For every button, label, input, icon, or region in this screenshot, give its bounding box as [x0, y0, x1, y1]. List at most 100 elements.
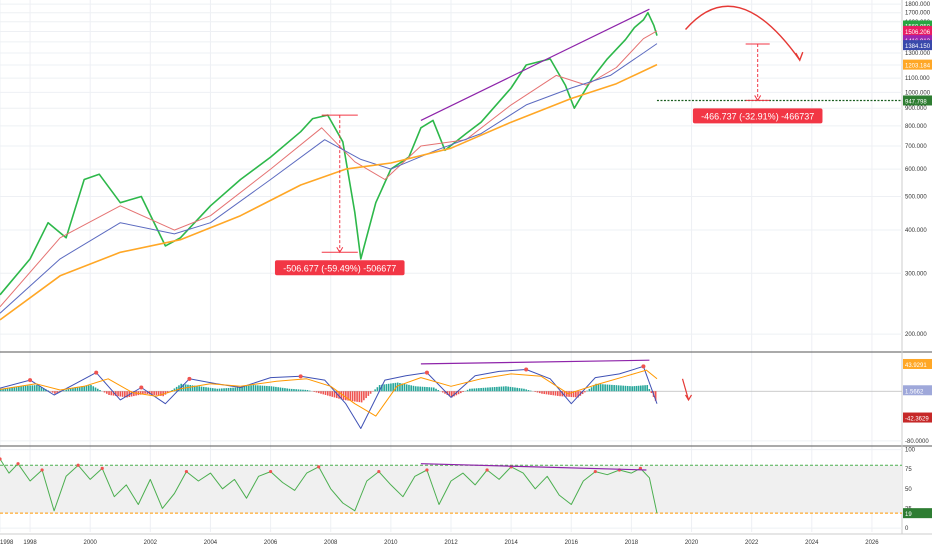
- price-panel: 200.000300.000400.000500.000600.000700.0…: [0, 2, 932, 338]
- histogram-bar: [221, 388, 223, 391]
- y-tick-label: 1700.000: [905, 11, 931, 17]
- histogram-bar: [361, 391, 363, 402]
- x-tick-label: 2010: [384, 540, 398, 546]
- histogram-bar: [622, 386, 624, 392]
- histogram-bar: [275, 387, 277, 391]
- histogram-bar: [552, 391, 554, 395]
- osc-peak-mark: [641, 364, 645, 368]
- histogram-bar: [201, 387, 203, 392]
- histogram-bar: [437, 390, 439, 391]
- histogram-bar: [467, 390, 469, 391]
- histogram-bar: [268, 386, 270, 391]
- histogram-bar: [92, 386, 94, 391]
- histogram-bar: [399, 383, 401, 391]
- rsi-peak-mark: [425, 468, 428, 471]
- histogram-bar: [90, 385, 92, 391]
- histogram-bar: [462, 391, 464, 392]
- histogram-bar: [284, 388, 286, 391]
- histogram-bar: [607, 385, 609, 392]
- y-tick-label: 1300.000: [905, 51, 931, 57]
- y-tick-label: 75: [905, 467, 912, 473]
- measure-annotation: -466.737 (-32.91%) -466737: [693, 44, 823, 123]
- histogram-bar: [266, 386, 268, 391]
- ma-slow-line: [0, 65, 657, 320]
- y-tick-label: 400.000: [905, 228, 927, 234]
- histogram-bar: [598, 384, 600, 391]
- histogram-bar: [651, 391, 653, 393]
- histogram-bar: [198, 386, 200, 391]
- histogram-bar: [52, 391, 54, 392]
- histogram-bar: [611, 385, 613, 391]
- histogram-bar: [363, 391, 365, 400]
- histogram-bar: [370, 391, 372, 393]
- rsi-peak-mark: [0, 457, 2, 460]
- histogram-bar: [300, 390, 302, 392]
- x-tick-label: 2022: [745, 540, 759, 546]
- histogram-bar: [410, 385, 412, 391]
- x-tick-label: 2004: [204, 540, 218, 546]
- histogram-bar: [54, 391, 56, 393]
- histogram-bar: [417, 386, 419, 391]
- histogram-bar: [289, 389, 291, 391]
- axis-tag: 1.5662: [903, 385, 932, 395]
- histogram-bar: [431, 387, 433, 391]
- histogram-bar: [63, 391, 65, 392]
- osc-peak-mark: [139, 386, 143, 390]
- histogram-bar: [589, 389, 591, 391]
- histogram-bar: [600, 384, 602, 391]
- histogram-bar: [97, 389, 99, 391]
- histogram-bar: [255, 385, 257, 391]
- histogram-bar: [196, 386, 198, 391]
- axis-tag-label: 1.5662: [905, 389, 924, 395]
- histogram-bar: [354, 391, 356, 401]
- measure-label-label: -506.677 (-59.49%) -506677: [283, 263, 396, 273]
- rsi-peak-mark: [377, 470, 380, 473]
- osc-peak-mark: [425, 371, 429, 375]
- histogram-bar: [646, 385, 648, 391]
- osc-peak-mark: [187, 377, 191, 381]
- axis-tag: 947.798: [903, 95, 932, 105]
- y-tick-label: 500.000: [905, 195, 927, 201]
- histogram-bar: [460, 391, 462, 393]
- histogram-bar: [510, 387, 512, 391]
- histogram-bar: [476, 388, 478, 391]
- axis-tag-label: 947.798: [905, 99, 927, 105]
- histogram-bar: [359, 391, 361, 402]
- y-tick-label: 200.000: [905, 332, 927, 338]
- x-tick-label: 2008: [324, 540, 338, 546]
- histogram-bar: [433, 388, 435, 392]
- histogram-bar: [555, 391, 557, 395]
- y-tick-label: 100: [905, 448, 916, 454]
- x-tick-label: 2018: [625, 540, 639, 546]
- histogram-bar: [273, 387, 275, 392]
- histogram-bar: [636, 386, 638, 391]
- histogram-bar: [298, 389, 300, 391]
- histogram-bar: [512, 387, 514, 391]
- histogram-bar: [634, 386, 636, 391]
- histogram-bar: [501, 387, 503, 392]
- axis-tag-label: 1506.206: [905, 30, 931, 36]
- histogram-bar: [537, 391, 539, 392]
- histogram-bar: [435, 389, 437, 391]
- histogram-bar: [259, 386, 261, 392]
- osc-arrowhead: [686, 395, 692, 400]
- histogram-bar: [406, 384, 408, 391]
- histogram-bar: [212, 388, 214, 391]
- histogram-bar: [557, 391, 559, 396]
- histogram-bar: [604, 384, 606, 391]
- histogram-bar: [602, 384, 604, 391]
- histogram-bar: [507, 387, 509, 392]
- histogram-bar: [329, 391, 331, 396]
- histogram-bar: [216, 389, 218, 391]
- histogram-bar: [519, 388, 521, 391]
- histogram-bar: [386, 384, 388, 391]
- histogram-bar: [525, 389, 527, 391]
- axis-tag-label: 1203.184: [905, 64, 931, 70]
- measure-label-label: -466.737 (-32.91%) -466737: [701, 111, 814, 121]
- histogram-bar: [503, 386, 505, 391]
- histogram-bar: [644, 385, 646, 391]
- histogram-bar: [483, 388, 485, 391]
- x-tick-label: 1998: [0, 540, 14, 546]
- histogram-bar: [189, 385, 191, 391]
